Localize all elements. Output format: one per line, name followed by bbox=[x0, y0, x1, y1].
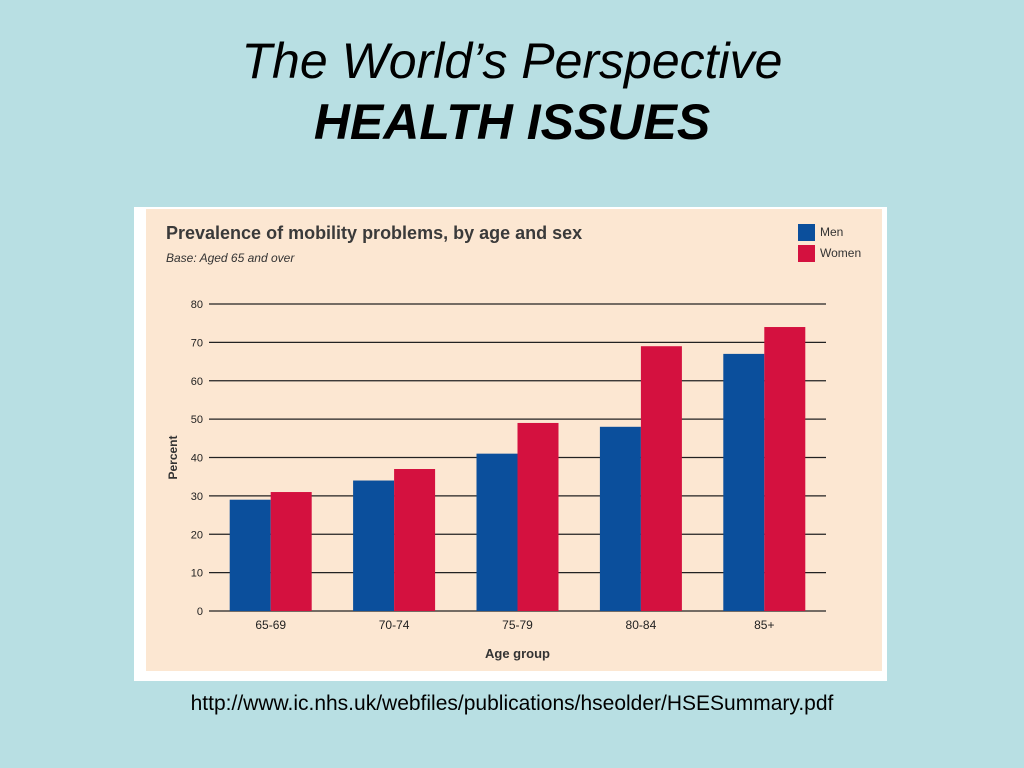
x-tick-label: 70-74 bbox=[379, 618, 410, 632]
chart-panel: Prevalence of mobility problems, by age … bbox=[146, 209, 882, 671]
x-axis-label: Age group bbox=[485, 646, 550, 661]
bar-women-80-84 bbox=[640, 346, 682, 611]
bar-men-70-74 bbox=[353, 480, 395, 611]
legend-label-women: Women bbox=[820, 246, 861, 260]
bar-women-75-79 bbox=[517, 422, 559, 611]
bar-women-65-69 bbox=[270, 492, 312, 611]
y-tick-label: 50 bbox=[191, 414, 203, 426]
title-line-1: The World’s Perspective bbox=[241, 33, 783, 89]
x-tick-label: 75-79 bbox=[502, 618, 533, 632]
y-tick-label: 40 bbox=[191, 453, 203, 465]
chart-subtitle: Base: Aged 65 and over bbox=[166, 251, 295, 265]
title-line-2: HEALTH ISSUES bbox=[313, 94, 711, 150]
bar-women-70-74 bbox=[394, 469, 436, 611]
y-axis-label: Percent bbox=[166, 435, 180, 479]
y-tick-label: 20 bbox=[191, 529, 203, 541]
y-tick-label: 80 bbox=[191, 299, 203, 311]
bar-chart: Prevalence of mobility problems, by age … bbox=[166, 223, 861, 661]
chart-frame: Prevalence of mobility problems, by age … bbox=[134, 207, 887, 681]
x-tick-label: 80-84 bbox=[626, 618, 657, 632]
legend-swatch-women bbox=[798, 245, 815, 262]
y-tick-label: 0 bbox=[197, 606, 203, 618]
bar-women-85+ bbox=[764, 327, 806, 611]
bar-men-75-79 bbox=[476, 453, 518, 611]
y-tick-label: 60 bbox=[191, 376, 203, 388]
legend-swatch-men bbox=[798, 224, 815, 241]
x-tick-label: 85+ bbox=[754, 618, 774, 632]
slide-title: The World’s Perspective HEALTH ISSUES bbox=[0, 30, 1024, 152]
bar-men-85+ bbox=[723, 353, 765, 611]
bar-men-65-69 bbox=[229, 499, 271, 611]
y-tick-label: 70 bbox=[191, 337, 203, 349]
y-tick-label: 30 bbox=[191, 491, 203, 503]
source-link[interactable]: http://www.ic.nhs.uk/webfiles/publicatio… bbox=[190, 692, 834, 715]
x-tick-label: 65-69 bbox=[255, 618, 286, 632]
bar-men-80-84 bbox=[599, 426, 641, 611]
legend-label-men: Men bbox=[820, 225, 843, 239]
y-tick-label: 10 bbox=[191, 568, 203, 580]
chart-title: Prevalence of mobility problems, by age … bbox=[166, 223, 582, 243]
